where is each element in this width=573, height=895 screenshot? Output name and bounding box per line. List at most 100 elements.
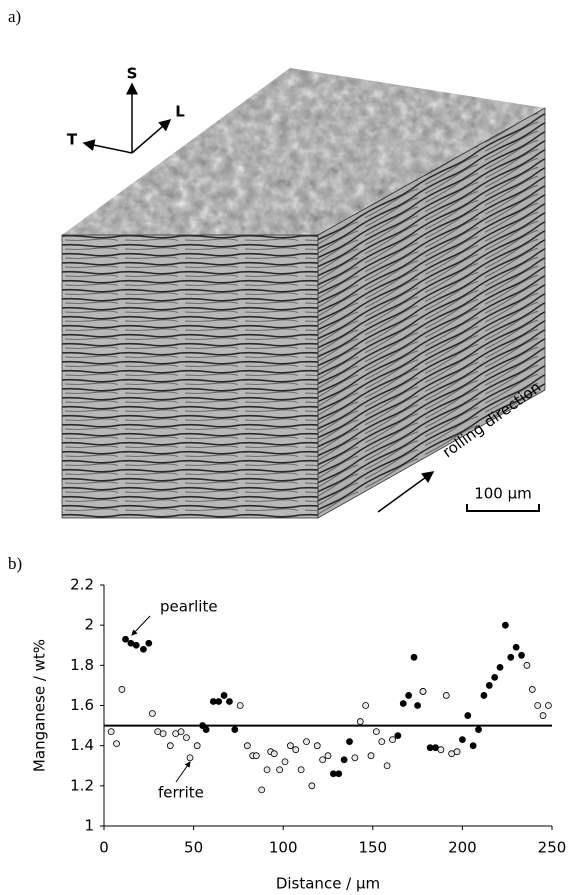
- data-point: [113, 740, 120, 748]
- data-point: [122, 635, 129, 643]
- data-point: [252, 752, 260, 760]
- data-point: [281, 758, 289, 766]
- data-point: [458, 736, 466, 744]
- x-tick-label: 50: [184, 839, 203, 857]
- scale-bar-label: 100 µm: [474, 485, 532, 503]
- data-point: [308, 782, 316, 790]
- top-texture: [62, 68, 545, 235]
- data-point: [226, 698, 233, 705]
- front-face: [61, 234, 319, 519]
- data-point: [405, 692, 413, 699]
- data-point: [410, 653, 418, 661]
- x-tick-label: 200: [448, 839, 477, 857]
- x-axis-title: Distance / µm: [276, 875, 380, 893]
- data-point: [394, 732, 402, 740]
- data-point: [362, 702, 370, 709]
- panel-label: a): [8, 7, 21, 26]
- data-point: [399, 700, 407, 707]
- x-tick-label: 0: [99, 839, 109, 857]
- data-point: [539, 712, 547, 719]
- x-tick-label: 100: [269, 839, 298, 857]
- data-point: [464, 712, 472, 719]
- data-point: [351, 754, 359, 762]
- data-point: [215, 698, 223, 705]
- x-tick-label: 250: [538, 839, 567, 857]
- data-point: [276, 766, 284, 774]
- y-tick-label: 1.6: [70, 696, 94, 714]
- data-point: [518, 651, 525, 659]
- axis-s: S: [127, 65, 138, 83]
- data-point: [118, 686, 126, 693]
- data-point: [475, 726, 482, 733]
- data-point: [469, 742, 477, 750]
- data-point: [220, 692, 228, 699]
- orientation-axes: S T L: [67, 65, 185, 154]
- data-point: [107, 728, 115, 736]
- data-point: [183, 734, 190, 742]
- data-point: [324, 752, 332, 760]
- data-point: [496, 663, 504, 671]
- data-point: [372, 728, 380, 736]
- scale-bar: [466, 504, 540, 512]
- data-point: [378, 738, 386, 746]
- y-tick-label: 1.4: [70, 736, 94, 754]
- annotation: ferrite: [158, 784, 204, 802]
- data-point: [263, 766, 271, 774]
- data-point: [419, 688, 427, 695]
- panel-label: b): [8, 554, 22, 573]
- data-point: [523, 661, 531, 669]
- data-point: [367, 752, 375, 760]
- data-point: [140, 645, 147, 653]
- data-point: [480, 692, 488, 699]
- data-point: [528, 686, 536, 693]
- y-tick-label: 2: [84, 616, 94, 634]
- data-point: [414, 702, 422, 709]
- scatter-chart: 1 1.2 1.4 1.6 1.8 2 2.2 0 50 100 150 200 250 Distance…: [31, 576, 567, 893]
- data-point: [145, 639, 153, 647]
- annotation: pearlite: [160, 598, 218, 616]
- y-tick-label: 1.2: [70, 776, 94, 794]
- data-point: [313, 742, 321, 750]
- data-point: [340, 756, 348, 764]
- rolling-arrow: [377, 471, 435, 513]
- data-point: [202, 726, 210, 733]
- data-point: [356, 718, 364, 725]
- data-point: [243, 742, 251, 750]
- data-point: [346, 738, 353, 746]
- data-point: [186, 754, 194, 762]
- data-point: [383, 762, 391, 770]
- data-point: [148, 710, 156, 717]
- annotation-arrow: [131, 615, 151, 636]
- data-point: [303, 738, 310, 746]
- data-point: [491, 673, 499, 681]
- data-point: [442, 692, 450, 699]
- data-point: [159, 730, 167, 738]
- micrograph-block: [61, 68, 546, 519]
- data-point: [502, 621, 509, 629]
- data-point: [132, 641, 140, 649]
- data-point: [258, 786, 266, 794]
- data-point: [236, 702, 244, 709]
- data-point: [193, 742, 201, 750]
- data-point: [297, 766, 305, 774]
- annotation-arrow: [175, 761, 191, 783]
- data-point: [389, 736, 396, 744]
- data-point: [177, 728, 185, 736]
- y-tick-label: 1.8: [70, 656, 94, 674]
- data-point: [545, 702, 552, 709]
- data-point: [270, 750, 278, 758]
- side-face: [317, 107, 546, 519]
- data-point: [453, 748, 461, 756]
- axis-t: T: [67, 131, 78, 149]
- y-axis-title: Manganese / wt%: [31, 639, 49, 772]
- data-point: [166, 742, 174, 750]
- data-point: [485, 682, 493, 689]
- data-point: [292, 746, 300, 754]
- data-point: [231, 726, 239, 733]
- data-point: [512, 643, 520, 651]
- data-point: [437, 746, 445, 754]
- data-point: [319, 756, 327, 764]
- x-tick-label: 150: [358, 839, 387, 857]
- axis-l: L: [175, 103, 185, 121]
